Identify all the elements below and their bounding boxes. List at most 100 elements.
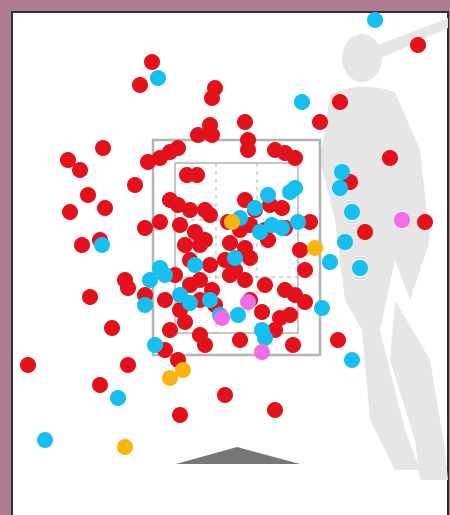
pitch-point bbox=[80, 187, 96, 203]
pitch-point bbox=[104, 320, 120, 336]
pitch-point bbox=[192, 237, 208, 253]
home-plate bbox=[176, 447, 300, 464]
pitch-point bbox=[204, 127, 220, 143]
pitch-point bbox=[240, 142, 256, 158]
pitch-point bbox=[222, 267, 238, 283]
pitch-point bbox=[190, 127, 206, 143]
pitch-point bbox=[417, 214, 433, 230]
pitch-point bbox=[297, 294, 313, 310]
pitch-point bbox=[37, 432, 53, 448]
pitch-point bbox=[120, 357, 136, 373]
pitch-point bbox=[60, 152, 76, 168]
pitch-point bbox=[260, 187, 276, 203]
pitch-point bbox=[217, 387, 233, 403]
pitch-point bbox=[257, 330, 273, 346]
pitch-point bbox=[172, 217, 188, 233]
pitch-point bbox=[94, 237, 110, 253]
pitch-point bbox=[344, 352, 360, 368]
pitch-point bbox=[20, 357, 36, 373]
pitch-point bbox=[162, 370, 178, 386]
pitch-point bbox=[254, 304, 270, 320]
pitch-point bbox=[367, 12, 383, 28]
pitch-point bbox=[150, 70, 166, 86]
pitch-point bbox=[232, 332, 248, 348]
pitch-point bbox=[344, 204, 360, 220]
pitch-point bbox=[294, 94, 310, 110]
pitch-point bbox=[240, 294, 256, 310]
pitch-point bbox=[74, 237, 90, 253]
pitch-point bbox=[287, 150, 303, 166]
pitch-point bbox=[312, 114, 328, 130]
pitch-point bbox=[330, 332, 346, 348]
pitch-point bbox=[157, 267, 173, 283]
pitch-point bbox=[142, 272, 158, 288]
pitch-point bbox=[147, 337, 163, 353]
pitch-point bbox=[137, 220, 153, 236]
pitch-point bbox=[187, 257, 203, 273]
pitch-point bbox=[117, 439, 133, 455]
pitch-point bbox=[162, 322, 178, 338]
pitch-point bbox=[247, 200, 263, 216]
pitch-point bbox=[152, 214, 168, 230]
pitch-point bbox=[175, 362, 191, 378]
pitch-point bbox=[214, 310, 230, 326]
pitch-point bbox=[410, 37, 426, 53]
pitch-point bbox=[394, 212, 410, 228]
pitch-point bbox=[282, 184, 298, 200]
pitch-point bbox=[322, 254, 338, 270]
pitch-point bbox=[257, 277, 273, 293]
pitch-point bbox=[172, 407, 188, 423]
pitch-point bbox=[192, 272, 208, 288]
pitch-point bbox=[202, 257, 218, 273]
pitch-point bbox=[252, 224, 268, 240]
pitch-point bbox=[334, 164, 350, 180]
pitch-point bbox=[170, 197, 186, 213]
pitch-point bbox=[144, 54, 160, 70]
pitch-point bbox=[177, 314, 193, 330]
pitch-point bbox=[127, 177, 143, 193]
pitch-point bbox=[254, 344, 270, 360]
pitch-point bbox=[314, 300, 330, 316]
pitch-point bbox=[120, 280, 136, 296]
pitch-point bbox=[202, 207, 218, 223]
pitch-point bbox=[332, 94, 348, 110]
pitch-point bbox=[110, 390, 126, 406]
pitch-point bbox=[182, 202, 198, 218]
pitch-point bbox=[290, 214, 306, 230]
pitch-point bbox=[82, 289, 98, 305]
pitch-point bbox=[230, 307, 246, 323]
pitch-point bbox=[197, 337, 213, 353]
pitch-point bbox=[352, 260, 368, 276]
pitch-point bbox=[337, 234, 353, 250]
pitch-point bbox=[274, 220, 290, 236]
pitch-point bbox=[157, 292, 173, 308]
pitch-point bbox=[267, 402, 283, 418]
pitch-point bbox=[182, 295, 198, 311]
pitch-point bbox=[95, 140, 111, 156]
pitch-point bbox=[357, 224, 373, 240]
pitch-point bbox=[177, 237, 193, 253]
pitch-point bbox=[224, 214, 240, 230]
pitch-point bbox=[62, 204, 78, 220]
pitch-point bbox=[72, 162, 88, 178]
pitch-point bbox=[332, 180, 348, 196]
pitch-point bbox=[132, 77, 148, 93]
pitch-point bbox=[92, 377, 108, 393]
pitch-point bbox=[242, 250, 258, 266]
pitch-point bbox=[189, 167, 205, 183]
pitch-point bbox=[137, 297, 153, 313]
pitch-point bbox=[292, 242, 308, 258]
pitch-point bbox=[237, 114, 253, 130]
pitch-point bbox=[222, 235, 238, 251]
pitch-point bbox=[227, 250, 243, 266]
pitch-point bbox=[302, 214, 318, 230]
pitch-point bbox=[97, 200, 113, 216]
pitch-point bbox=[237, 272, 253, 288]
pitch-point bbox=[297, 262, 313, 278]
pitch-point bbox=[307, 240, 323, 256]
pitch-point bbox=[170, 140, 186, 156]
pitch-point bbox=[202, 292, 218, 308]
pitch-point bbox=[382, 150, 398, 166]
